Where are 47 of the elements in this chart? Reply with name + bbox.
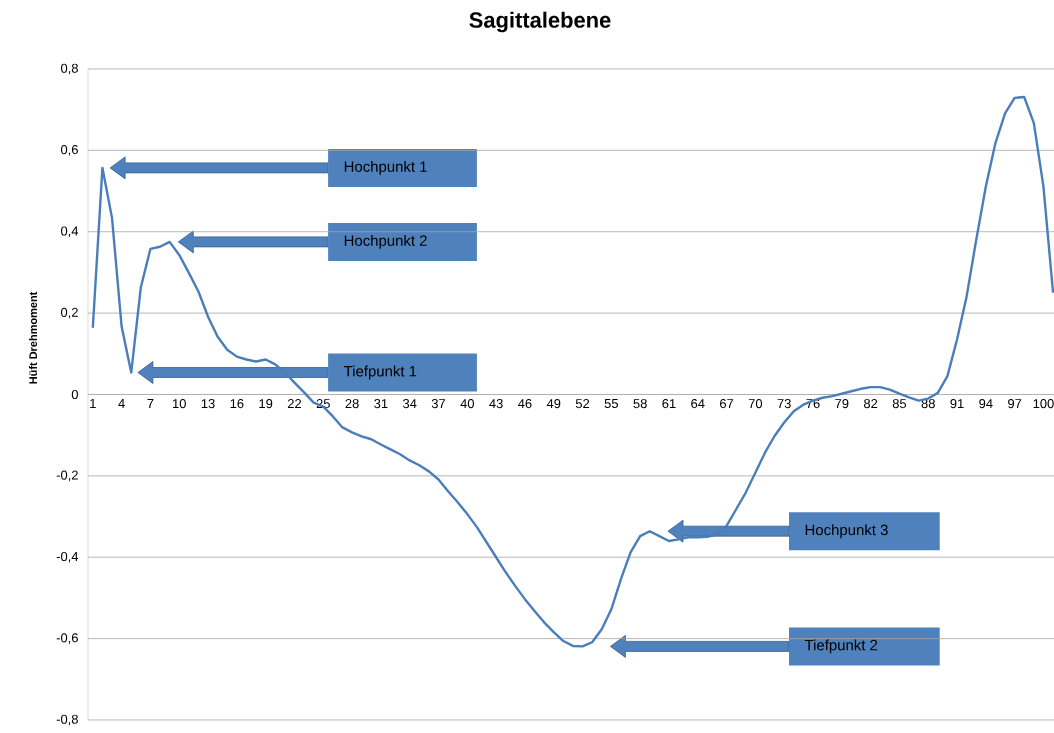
x-tick-label: 52: [575, 399, 590, 409]
x-tick-label: 1: [90, 399, 96, 408]
x-tick-label: 46: [518, 399, 532, 409]
x-tick-label: 64: [691, 399, 705, 409]
x-tick-label: 73: [777, 399, 791, 409]
x-tick-label: 91: [950, 399, 964, 409]
x-tick-label: 34: [402, 399, 417, 409]
y-tick-label: 0: [71, 389, 78, 400]
x-tick-label: 16: [230, 399, 244, 409]
x-tick-label: 40: [460, 399, 475, 409]
x-tick-label: 61: [662, 399, 676, 409]
y-tick-label: 0,2: [60, 307, 78, 319]
x-tick-label: 85: [892, 399, 907, 409]
chart-title: Sagittalebene: [469, 11, 611, 33]
x-tick-label: 97: [1008, 399, 1022, 409]
x-tick-label: 70: [748, 399, 763, 409]
x-tick-label: 19: [259, 399, 273, 409]
annotation: Tiefpunkt 2: [804, 639, 878, 654]
x-tick-label: 67: [720, 399, 734, 409]
x-tick-label: 94: [979, 399, 993, 409]
x-tick-label: 7: [147, 399, 154, 408]
y-tick-label: -0,4: [56, 551, 79, 563]
x-tick-label: 10: [173, 399, 186, 409]
x-tick-label: 4: [118, 399, 125, 408]
x-tick-label: 13: [201, 399, 215, 409]
y-axis-title: Hüft Drehmoment: [28, 291, 38, 384]
x-tick-label: 82: [863, 399, 878, 409]
x-tick-label: 28: [345, 399, 359, 409]
y-tick-label: 0,4: [60, 226, 79, 238]
annotation: Hochpunkt 1: [344, 160, 427, 175]
y-tick-label: -0,2: [56, 470, 78, 482]
annotation: Hochpunkt 3: [805, 524, 888, 539]
x-tick-label: 55: [604, 399, 618, 409]
x-tick-label: 31: [374, 399, 388, 409]
y-tick-label: 0,6: [60, 145, 78, 156]
x-tick-label: 49: [546, 399, 561, 409]
x-tick-label: 79: [835, 399, 849, 409]
x-tick-label: 37: [431, 399, 446, 409]
y-tick-label: -0,6: [56, 633, 78, 644]
x-tick-label: 100: [1033, 399, 1054, 409]
annotation: Hochpunkt 2: [344, 234, 427, 249]
annotation: Tiefpunkt 1: [343, 365, 417, 380]
x-tick-label: 22: [287, 399, 302, 409]
x-tick-label: 43: [489, 399, 503, 409]
y-tick-label: 0,8: [60, 63, 78, 75]
x-tick-label: 58: [633, 399, 647, 409]
y-tick-label: -0,8: [56, 714, 78, 726]
